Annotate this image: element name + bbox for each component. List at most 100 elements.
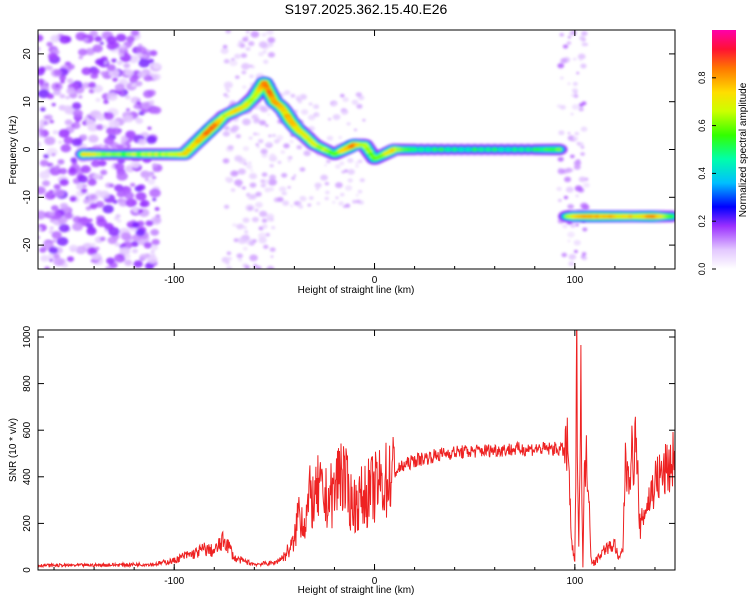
noise-blob (271, 134, 276, 138)
noise-blob (111, 262, 118, 268)
noise-blob (581, 30, 588, 36)
noise-blob (89, 30, 98, 37)
ridge-blob (667, 214, 675, 219)
noise-blob (38, 89, 50, 99)
noise-blob (85, 47, 96, 56)
noise-blob (355, 199, 361, 204)
noise-blob (95, 97, 101, 102)
noise-blob (147, 178, 156, 185)
noise-blob (131, 248, 139, 254)
noise-blob (248, 206, 253, 210)
noise-blob (49, 226, 54, 230)
noise-blob (130, 182, 136, 187)
noise-blob (259, 210, 268, 218)
noise-blob (147, 255, 158, 264)
noise-blob (75, 245, 87, 255)
noise-blob (573, 94, 579, 98)
noise-blob (258, 139, 264, 144)
noise-blob (82, 82, 91, 89)
noise-blob (557, 63, 565, 69)
ridge-blob (491, 147, 499, 152)
noise-blob (559, 76, 564, 80)
noise-blob (40, 255, 50, 262)
noise-blob (242, 225, 247, 230)
noise-blob (562, 224, 568, 229)
y-tick-label: -10 (22, 190, 33, 205)
noise-blob (248, 173, 258, 180)
noise-blob (232, 223, 237, 227)
noise-blob (47, 52, 58, 60)
noise-blob (56, 236, 69, 246)
noise-blob (46, 93, 54, 99)
noise-blob (250, 30, 260, 38)
ridge-blob (411, 147, 419, 152)
noise-blob (150, 250, 155, 254)
noise-blob (44, 136, 56, 146)
noise-blob (246, 164, 253, 170)
noise-blob (341, 170, 346, 174)
noise-blob (233, 238, 239, 243)
colorbar-tick-label: 0.8 (697, 72, 707, 85)
noise-blob (344, 203, 351, 208)
noise-blob (51, 153, 56, 157)
noise-blob (263, 244, 269, 249)
noise-blob (137, 184, 146, 191)
colorbar-tick-label: 0.4 (697, 167, 707, 180)
noise-blob (104, 222, 114, 231)
noise-blob (241, 186, 246, 190)
noise-blob (345, 185, 353, 191)
noise-blob (331, 101, 337, 106)
noise-blob (334, 164, 341, 169)
noise-blob (126, 35, 135, 43)
noise-blob (63, 136, 74, 145)
noise-blob (559, 33, 564, 37)
noise-blob (266, 265, 275, 269)
noise-blob (106, 92, 118, 101)
noise-blob (103, 99, 109, 104)
noise-blob (315, 113, 320, 117)
noise-blob (94, 246, 100, 251)
noise-blob (64, 119, 73, 126)
noise-blob (52, 239, 57, 243)
noise-blob (287, 159, 291, 163)
x-tick-label: -100 (164, 275, 184, 286)
snr-x-axis-label: Height of straight line (km) (298, 585, 415, 596)
noise-blob (46, 41, 53, 47)
noise-blob (263, 59, 269, 64)
noise-blob (59, 178, 69, 186)
noise-blob (50, 34, 61, 43)
noise-blob (341, 110, 347, 115)
noise-blob (339, 93, 345, 98)
noise-blob (123, 114, 134, 123)
noise-blob (287, 186, 291, 189)
noise-blob (60, 144, 72, 153)
noise-blob (72, 222, 84, 231)
noise-blob (578, 107, 584, 112)
noise-blob (124, 69, 134, 77)
noise-blob (51, 231, 62, 239)
noise-blob (152, 62, 162, 70)
noise-blob (138, 138, 147, 146)
noise-blob (581, 42, 587, 47)
noise-blob (357, 189, 363, 194)
noise-blob (253, 132, 257, 136)
noise-blob (75, 119, 80, 123)
colorbar-label: Normalized spectral amplitude (738, 82, 749, 217)
noise-blob (38, 46, 41, 52)
ridge-blob (264, 86, 272, 91)
noise-blob (88, 82, 97, 89)
noise-blob (581, 256, 588, 261)
noise-blob (44, 266, 50, 269)
noise-blob (45, 121, 50, 125)
ridge-blob (555, 147, 563, 152)
noise-blob (236, 43, 241, 47)
y-tick-label: 200 (22, 515, 33, 532)
noise-blob (106, 36, 117, 44)
noise-blob (258, 51, 264, 57)
noise-blob (290, 93, 296, 98)
noise-blob (267, 52, 276, 58)
noise-blob (267, 113, 271, 116)
noise-blob (307, 114, 316, 121)
noise-blob (234, 155, 243, 162)
ridge-blob (85, 152, 93, 157)
